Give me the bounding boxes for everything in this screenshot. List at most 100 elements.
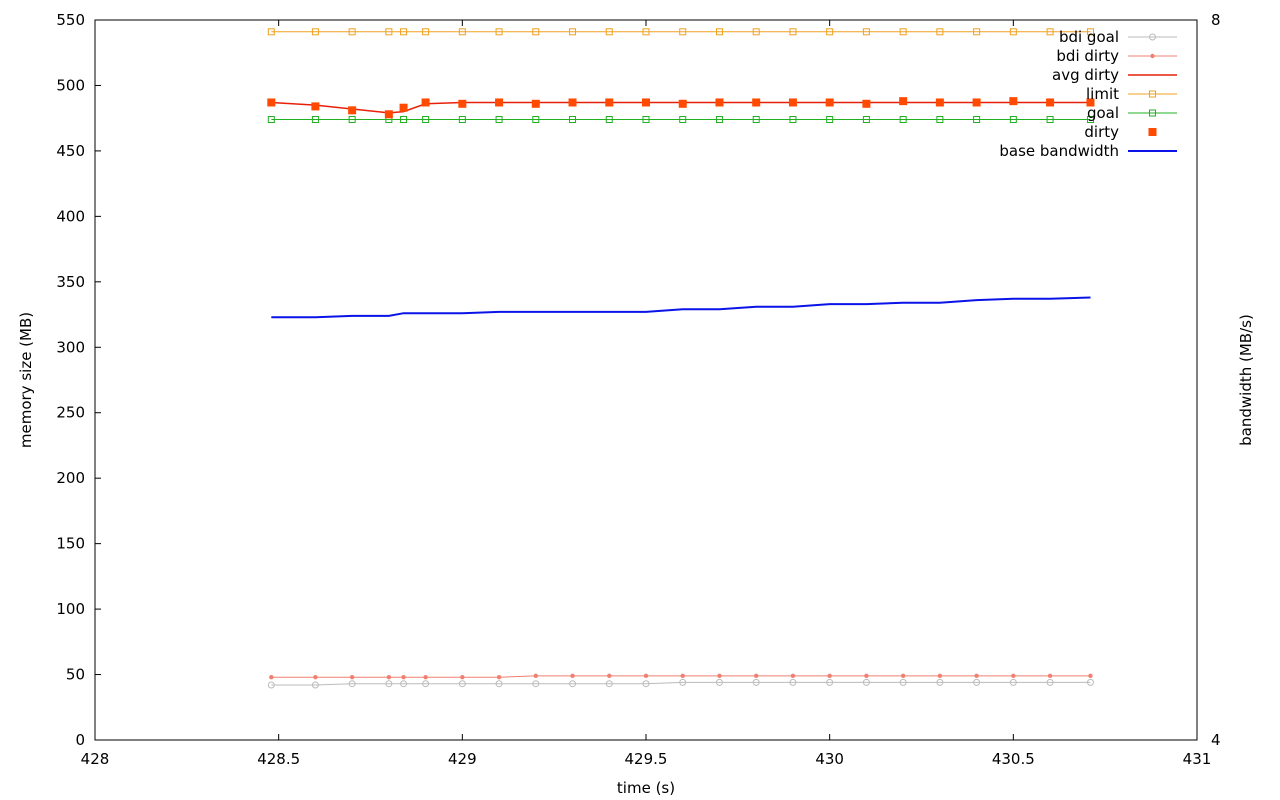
data-point-bdi-dirty xyxy=(643,673,649,679)
data-point-bdi-dirty xyxy=(423,674,428,680)
data-point-goal xyxy=(1009,115,1017,123)
data-point-goal xyxy=(1086,115,1094,123)
data-point-goal xyxy=(752,115,760,123)
y-tick-label: 500 xyxy=(56,76,85,94)
data-point-goal xyxy=(899,115,907,123)
data-point-limit xyxy=(311,28,319,36)
data-point-bdi-goal xyxy=(862,678,870,686)
y2-axis-label: bandwidth (MB/s) xyxy=(1237,314,1255,446)
series-limit xyxy=(267,28,1094,36)
data-point-bdi-goal xyxy=(642,680,650,688)
data-point-bdi-goal xyxy=(679,678,687,686)
data-point-dirty xyxy=(1009,97,1018,106)
data-point-bdi-dirty xyxy=(1088,673,1093,679)
legend-marker-goal xyxy=(1149,109,1156,117)
data-point-dirty xyxy=(348,106,357,115)
data-point-bdi-goal xyxy=(348,680,356,688)
data-point-limit xyxy=(422,28,430,36)
data-point-dirty xyxy=(421,98,430,107)
data-point-dirty xyxy=(458,99,467,108)
legend-label-goal: goal xyxy=(1087,104,1119,122)
data-point-goal xyxy=(569,115,577,123)
y-tick-label: 150 xyxy=(56,535,85,553)
series-layer xyxy=(267,28,1095,689)
y-tick-label: 250 xyxy=(56,404,85,422)
data-point-limit xyxy=(715,28,723,36)
data-point-bdi-goal xyxy=(1086,678,1094,686)
x-axis-label: time (s) xyxy=(617,779,675,797)
y-tick-label: 350 xyxy=(56,273,85,291)
data-point-limit xyxy=(569,28,577,36)
data-point-dirty xyxy=(267,98,276,107)
y-tick-label: 50 xyxy=(66,666,85,684)
data-point-limit xyxy=(789,28,797,36)
series-avg-dirty xyxy=(271,101,1091,114)
data-point-goal xyxy=(826,115,834,123)
y2-tick-label: 8 xyxy=(1211,11,1221,29)
data-point-dirty xyxy=(311,102,320,111)
data-point-limit xyxy=(348,28,356,36)
series-line-avg-dirty xyxy=(271,101,1091,114)
legend-marker-dirty xyxy=(1148,128,1157,136)
legend-label-bdi-dirty: bdi dirty xyxy=(1056,47,1119,65)
data-point-goal xyxy=(789,115,797,123)
data-point-bdi-goal xyxy=(400,680,408,688)
data-point-bdi-goal xyxy=(1046,678,1054,686)
data-point-goal xyxy=(495,115,503,123)
data-point-goal xyxy=(642,115,650,123)
data-point-limit xyxy=(752,28,760,36)
data-point-bdi-dirty xyxy=(460,674,465,680)
data-point-goal xyxy=(862,115,870,123)
x-tick-label: 429 xyxy=(448,750,477,768)
data-point-bdi-goal xyxy=(752,678,760,686)
data-point-bdi-goal xyxy=(826,678,834,686)
data-point-limit xyxy=(400,28,408,36)
y-tick-label: 400 xyxy=(56,207,85,225)
legend-label-limit: limit xyxy=(1086,85,1119,103)
data-point-goal xyxy=(311,115,319,123)
data-point-goal xyxy=(605,115,613,123)
y2-tick-label: 4 xyxy=(1211,731,1221,749)
data-point-goal xyxy=(936,115,944,123)
data-point-bdi-dirty xyxy=(349,674,355,680)
data-point-bdi-goal xyxy=(899,678,907,686)
data-point-bdi-dirty xyxy=(386,674,392,680)
data-point-dirty xyxy=(399,103,408,112)
series-base-bandwidth xyxy=(271,296,1091,319)
series-bdi-dirty xyxy=(269,673,1093,680)
data-point-limit xyxy=(458,28,466,36)
x-tick-label: 430 xyxy=(815,750,844,768)
data-point-goal xyxy=(1046,115,1054,123)
y-tick-label: 450 xyxy=(56,142,85,160)
data-point-limit xyxy=(1046,28,1054,36)
data-point-bdi-goal xyxy=(385,680,393,688)
data-point-dirty xyxy=(642,98,650,107)
y-tick-label: 300 xyxy=(56,338,85,356)
data-point-bdi-dirty xyxy=(1047,673,1053,679)
data-point-bdi-goal xyxy=(605,680,613,688)
data-point-bdi-dirty xyxy=(680,673,685,679)
data-point-limit xyxy=(973,28,981,36)
data-point-limit xyxy=(495,28,503,36)
data-point-bdi-goal xyxy=(936,678,944,686)
y-axis-ticks: 0 50 100 150 200 250 300 350 400 450 500 550 xyxy=(56,11,101,749)
data-point-limit xyxy=(605,28,613,36)
data-point-bdi-goal xyxy=(569,680,577,688)
data-point-bdi-dirty xyxy=(717,673,722,679)
y-tick-label: 550 xyxy=(56,11,85,29)
data-point-dirty xyxy=(788,98,797,107)
data-point-bdi-dirty xyxy=(496,674,502,680)
data-point-bdi-goal xyxy=(973,678,981,686)
x-tick-label: 428 xyxy=(81,750,110,768)
legend-marker-bdi-goal xyxy=(1149,33,1156,41)
data-point-goal xyxy=(679,115,687,123)
data-point-bdi-dirty xyxy=(827,673,832,679)
data-point-bdi-dirty xyxy=(754,673,759,679)
data-point-goal xyxy=(267,115,275,123)
data-point-goal xyxy=(532,115,540,123)
data-point-limit xyxy=(385,28,393,36)
data-point-dirty xyxy=(972,98,981,107)
data-point-dirty xyxy=(568,98,577,107)
data-point-bdi-dirty xyxy=(1011,673,1016,679)
data-point-dirty xyxy=(935,98,944,107)
